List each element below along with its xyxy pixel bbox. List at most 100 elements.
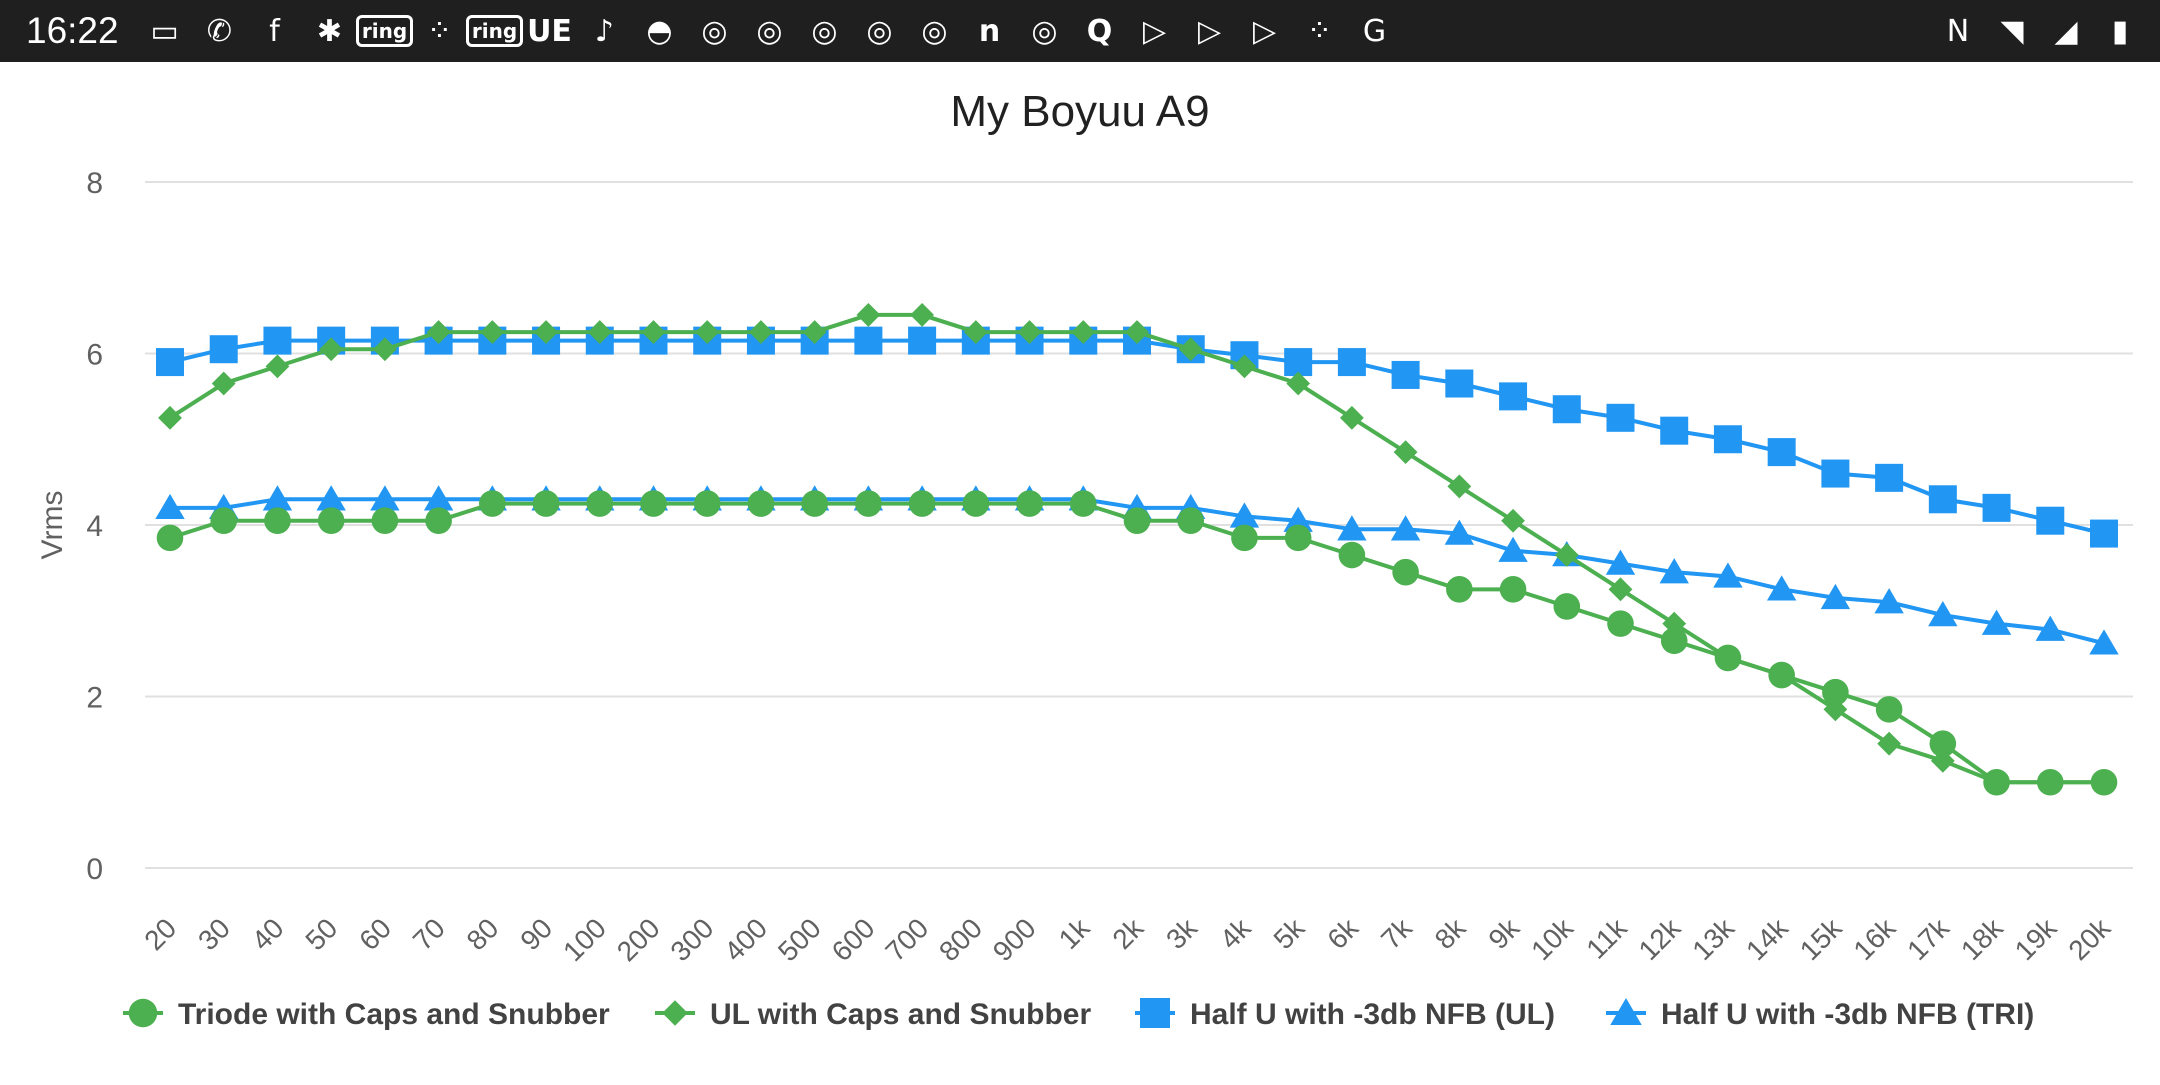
data-point — [1337, 515, 1367, 541]
data-point — [587, 320, 612, 344]
chrome-icon-2: ◎ — [756, 13, 783, 49]
legend-marker — [128, 998, 158, 1028]
data-point — [1877, 731, 1902, 756]
ring-icon: ring — [355, 9, 414, 53]
x-tick-label: 1k — [1053, 912, 1097, 956]
x-tick-label: 4k — [1214, 912, 1258, 956]
play-games-icon-2: ▷ — [1197, 13, 1222, 49]
data-point — [1501, 508, 1525, 533]
data-point — [316, 485, 346, 511]
data-point — [1177, 507, 1205, 535]
legend-item[interactable]: UL with Caps and Snubber — [655, 998, 1091, 1031]
data-point — [1983, 768, 2010, 796]
data-point — [210, 507, 238, 535]
data-point — [1445, 369, 1474, 398]
data-point — [910, 303, 935, 327]
data-point — [1767, 438, 1796, 467]
play-games-icon-3: ▷ — [1252, 13, 1277, 49]
data-point — [1178, 337, 1203, 362]
n-app-icon: n — [978, 13, 1001, 49]
x-tick-label: 6k — [1321, 912, 1365, 956]
data-point — [1929, 730, 1957, 757]
data-point — [209, 335, 238, 364]
data-point — [1444, 519, 1475, 545]
data-point — [1875, 463, 1904, 492]
x-tick-label: 100 — [557, 912, 612, 967]
y-tick-label: 6 — [86, 339, 103, 372]
x-tick-label: 18k — [1955, 912, 2010, 967]
fitbit-icon-2: ⁘ — [1306, 13, 1333, 49]
x-tick-label: 70 — [407, 912, 451, 956]
chrome-icon: ◎ — [701, 13, 728, 49]
data-point — [262, 485, 293, 511]
data-point — [263, 326, 292, 355]
legend-marker — [1140, 998, 1170, 1028]
series-line — [169, 501, 2104, 785]
data-point — [1874, 588, 1904, 614]
data-point — [1229, 502, 1260, 528]
chart-legend[interactable]: Triode with Caps and Snubber UL with Caps… — [123, 998, 2034, 1031]
x-tick-label: 7k — [1375, 912, 1419, 956]
data-point — [1069, 490, 1097, 517]
battery-icon: ▮ — [2111, 13, 2129, 49]
y-axis-ticks: 0 2 4 6 8 — [86, 167, 103, 886]
data-point — [749, 320, 773, 344]
legend-label: Triode with Caps and Snubber — [178, 998, 610, 1031]
data-point — [1017, 320, 1042, 344]
data-point — [1338, 541, 1366, 569]
data-point — [640, 490, 667, 517]
data-point — [1337, 348, 1366, 377]
data-point — [1608, 577, 1633, 602]
wifi-icon: ◥ — [2000, 13, 2024, 49]
data-point — [1446, 576, 1473, 603]
data-point — [2036, 506, 2065, 535]
legend-label: Half U with -3db NFB (UL) — [1190, 998, 1555, 1031]
chart-series — [155, 303, 2119, 796]
data-point — [855, 490, 882, 517]
x-tick-label: 700 — [879, 912, 934, 967]
data-point — [1231, 524, 1258, 552]
x-tick-label: 400 — [718, 912, 773, 967]
data-point — [747, 490, 775, 517]
legend-item[interactable]: Triode with Caps and Snubber — [123, 998, 610, 1031]
data-point — [963, 320, 988, 344]
y-axis-label: Vrms — [36, 491, 69, 560]
reddit-icon: ◓ — [646, 13, 673, 49]
data-point — [156, 348, 184, 377]
x-tick-label: 3k — [1160, 912, 1204, 956]
data-point — [265, 354, 290, 379]
x-tick-label: 16k — [1848, 912, 1903, 967]
whatsapp-icon: ✆ — [206, 13, 233, 49]
x-tick-label: 11k — [1580, 912, 1633, 965]
data-point — [1552, 395, 1581, 424]
data-point — [854, 326, 883, 355]
data-point — [319, 337, 344, 362]
chrome-icon-6: ◎ — [1031, 13, 1058, 49]
data-point — [1391, 360, 1420, 389]
chrome-icon-5: ◎ — [921, 13, 948, 49]
legend-item[interactable]: Half U with -3db NFB (TRI) — [1606, 998, 2034, 1031]
tiktok-icon: ♪ — [594, 13, 615, 49]
x-tick-label: 14k — [1740, 912, 1795, 967]
data-point — [1339, 405, 1364, 430]
legend-item[interactable]: Half U with -3db NFB (UL) — [1135, 998, 1555, 1031]
status-time: 16:22 — [26, 10, 119, 51]
data-point — [1660, 627, 1688, 655]
status-bar: 16:22 ▭ ✆ f ✱ ring ⁘ ring UE ♪ ◓ ◎ ◎ ◎ ◎ ◎ n ◎ Q ▷ ▷ ▷ ⁘ G N ◥ ◢… — [0, 0, 2160, 62]
data-point — [1875, 696, 1903, 723]
data-point — [480, 320, 505, 344]
legend-label: Half U with -3db NFB (TRI) — [1661, 998, 2034, 1031]
data-point — [1554, 543, 1579, 567]
x-tick-label: 50 — [299, 912, 343, 956]
x-tick-label: 300 — [665, 912, 720, 967]
data-point — [1605, 549, 1636, 575]
data-point — [1499, 576, 1527, 603]
data-point — [1392, 558, 1419, 586]
ue-icon: UE — [527, 13, 572, 49]
data-point — [1286, 371, 1311, 396]
x-tick-label: 2k — [1106, 912, 1150, 956]
data-point — [2035, 615, 2065, 641]
data-point — [1606, 403, 1635, 432]
ring-icon-2: ring — [465, 9, 524, 53]
